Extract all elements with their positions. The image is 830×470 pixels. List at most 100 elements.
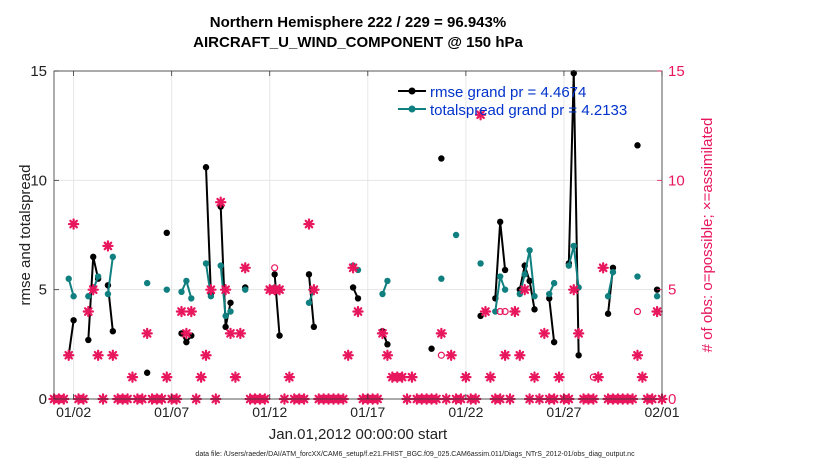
rmse-point — [310, 323, 318, 331]
rmse-point — [90, 253, 97, 261]
rmse-point — [227, 299, 234, 306]
assimilated-obs-marker — [553, 371, 565, 383]
assimilated-obs-stroke — [162, 372, 172, 382]
assimilated-obs-stroke — [343, 350, 353, 360]
assimilated-obs-marker — [161, 371, 173, 383]
spread-point — [207, 293, 215, 300]
rmse-point — [501, 266, 509, 274]
spread-point — [163, 286, 170, 293]
assimilated-obs-marker — [406, 371, 418, 383]
assimilated-obs-stroke — [638, 372, 647, 382]
assimilated-obs-marker — [435, 327, 448, 340]
assimilated-obs-stroke — [437, 329, 446, 338]
assimilated-obs-stroke — [593, 372, 603, 382]
spread-point — [501, 286, 509, 293]
spread-point — [609, 268, 617, 276]
assimilated-obs-marker — [572, 327, 585, 340]
assimilated-obs-stroke — [216, 197, 226, 207]
legend-rmse-label: rmse grand pr = 4.4674 — [430, 84, 586, 101]
assimilated-obs-marker — [636, 371, 649, 383]
assimilated-obs-marker — [200, 349, 212, 361]
y-tick-label: 10 — [30, 172, 47, 189]
spread-point — [104, 290, 112, 298]
possible-obs-marker — [633, 307, 642, 316]
spread-point — [526, 247, 533, 254]
assimilated-obs-marker — [509, 305, 521, 318]
spread-point — [546, 290, 553, 298]
legend-rmse-marker — [408, 87, 416, 95]
y-right-tick-label: 10 — [668, 172, 685, 189]
assimilated-obs-stroke — [461, 372, 471, 382]
assimilated-obs-stroke — [142, 329, 152, 338]
assimilated-obs-marker — [175, 305, 188, 318]
assimilated-obs-stroke — [407, 372, 417, 382]
spread-point — [65, 275, 72, 282]
possible-obs-marker — [437, 351, 445, 359]
assimilated-obs-marker — [376, 327, 389, 340]
assimilated-obs-stroke — [226, 329, 235, 338]
assimilated-obs-stroke — [103, 241, 113, 251]
assimilated-obs-stroke — [201, 350, 211, 360]
assimilated-obs-marker — [308, 283, 320, 296]
assimilated-obs-stroke — [69, 219, 78, 229]
x-tick-label: 01/12 — [252, 404, 287, 420]
assimilated-obs-stroke — [486, 372, 495, 382]
rmse-point — [349, 284, 357, 291]
assimilated-obs-stroke — [446, 350, 456, 360]
spread-point — [496, 273, 504, 280]
assimilated-obs-stroke — [309, 285, 319, 295]
assimilated-obs-marker — [224, 327, 237, 340]
assimilated-obs-marker — [592, 371, 604, 383]
y-right-tick-label: 0 — [668, 391, 676, 408]
assimilated-obs-marker — [234, 327, 247, 340]
rmse-point — [546, 295, 553, 302]
assimilated-obs-marker — [484, 371, 497, 383]
assimilated-obs-marker — [273, 283, 286, 296]
rmse-point — [496, 218, 504, 226]
rmse-line-segment — [307, 274, 315, 327]
assimilated-obs-marker — [352, 305, 364, 318]
assimilated-obs-marker — [460, 371, 472, 383]
assimilated-obs-stroke — [397, 372, 407, 382]
rmse-point — [438, 155, 445, 162]
rmse-point — [222, 323, 229, 331]
spread-point — [143, 279, 151, 287]
assimilated-obs-stroke — [598, 263, 608, 273]
assimilated-obs-marker — [239, 262, 251, 274]
x-axis-label: Jan.01,2012 00:00:00 start — [268, 426, 448, 443]
rmse-point — [604, 310, 612, 317]
rmse-point — [271, 271, 278, 278]
assimilated-obs-stroke — [240, 263, 250, 273]
assimilated-obs-marker — [126, 371, 139, 383]
rmse-point — [276, 332, 283, 339]
assimilated-obs-stroke — [186, 307, 196, 316]
rmse-point — [354, 295, 362, 302]
spread-point — [70, 293, 77, 300]
assimilated-obs-marker — [107, 349, 119, 361]
assimilated-obs-stroke — [231, 372, 240, 382]
rmse-point — [428, 345, 435, 352]
assimilated-obs-stroke — [196, 372, 206, 382]
spread-point — [217, 262, 224, 269]
spread-line-segment — [106, 256, 114, 295]
possible-obs-marker — [501, 307, 509, 316]
spread-point — [477, 260, 484, 267]
rmse-point — [183, 338, 190, 346]
rmse-line-segment — [548, 298, 556, 343]
assimilated-obs-stroke — [633, 350, 642, 360]
x-tick-label: 02/01 — [644, 404, 679, 420]
legend-spread-label: totalspread grand pr = 4.2133 — [430, 102, 627, 119]
assimilated-obs-stroke — [500, 350, 510, 360]
y-axis-label: rmse and totalspread — [17, 165, 34, 306]
assimilated-obs-marker — [229, 371, 242, 383]
spread-point — [202, 260, 210, 267]
assimilated-obs-stroke — [275, 285, 284, 295]
assimilated-obs-marker — [479, 305, 492, 318]
possible-obs-marker — [496, 307, 504, 316]
assimilated-obs-marker — [597, 262, 609, 274]
assimilated-obs-marker — [474, 109, 487, 121]
assimilated-obs-marker — [87, 283, 99, 296]
rmse-line-segment — [67, 320, 75, 356]
assimilated-obs-marker — [347, 262, 359, 274]
